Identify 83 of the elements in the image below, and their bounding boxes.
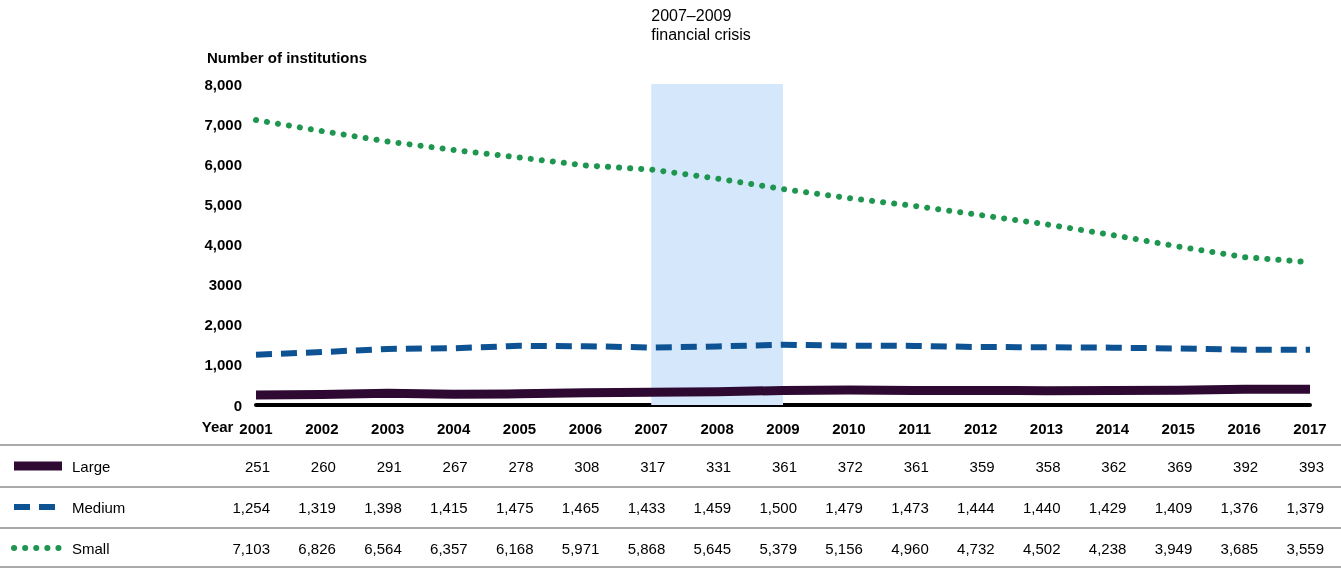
x-axis-title: Year [201, 418, 234, 435]
x-tick-label: 2008 [700, 420, 734, 437]
x-tick-label: 2014 [1095, 420, 1130, 437]
data-label: 1,475 [495, 498, 534, 516]
data-label: 1,440 [1022, 498, 1061, 516]
data-label: 6,168 [495, 539, 534, 557]
data-label: 5,379 [759, 539, 797, 557]
data-label: 308 [574, 457, 600, 475]
data-label: 4,960 [891, 539, 929, 557]
data-label: 1,465 [561, 498, 600, 516]
data-label: 1,376 [1220, 498, 1259, 516]
data-label: 260 [310, 457, 336, 475]
data-label: 1,398 [364, 498, 402, 516]
y-tick-label: 3000 [208, 276, 242, 294]
y-tick-label: 5,000 [204, 195, 242, 213]
data-label: 291 [376, 457, 402, 475]
x-tick-label: 2006 [568, 420, 603, 437]
data-label: 1,429 [1088, 498, 1127, 516]
data-label: 1,415 [430, 498, 468, 516]
x-tick-label: 2003 [371, 420, 405, 437]
data-label: 6,564 [364, 539, 402, 557]
x-tick-label: 2005 [502, 420, 537, 437]
x-tick-label: 2015 [1161, 420, 1195, 437]
x-tick-label: 2013 [1029, 420, 1064, 437]
data-label: 3,685 [1220, 539, 1259, 557]
y-tick-label: 1,000 [204, 356, 242, 374]
x-tick-label: 2009 [766, 420, 800, 437]
data-label: 372 [837, 457, 863, 475]
y-tick-label: 0 [233, 396, 242, 414]
data-label: 1,500 [759, 498, 797, 516]
data-label: 6,826 [298, 539, 336, 557]
x-tick-label: 2016 [1227, 420, 1261, 437]
data-label: 3,559 [1286, 539, 1324, 557]
data-label: 1,444 [957, 498, 995, 516]
x-tick-label: 2011 [898, 420, 932, 437]
data-label: 5,868 [627, 539, 666, 557]
data-label: 5,971 [561, 539, 600, 557]
data-label: 1,459 [693, 498, 732, 516]
data-label: 4,732 [957, 539, 995, 557]
data-label: 3,949 [1154, 539, 1193, 557]
data-label: 1,479 [825, 498, 863, 516]
y-tick-label: 2,000 [204, 316, 242, 334]
data-label: 369 [1167, 457, 1193, 475]
x-tick-label: 2017 [1293, 420, 1327, 437]
data-label: 1,433 [627, 498, 666, 516]
data-label: 4,238 [1088, 539, 1127, 557]
data-label: 7,103 [232, 539, 270, 557]
data-label: 393 [1298, 457, 1324, 475]
data-label: 361 [771, 457, 797, 475]
y-tick-label: 4,000 [204, 236, 242, 253]
data-label: 278 [508, 457, 534, 475]
data-label: 1,254 [232, 498, 270, 516]
x-tick-label: 2002 [305, 420, 339, 437]
x-tick-label: 2010 [832, 420, 866, 437]
data-label: 5,645 [693, 539, 732, 557]
data-label: 358 [1035, 457, 1061, 475]
legend-label: Small [72, 539, 110, 557]
y-tick-label: 6,000 [204, 155, 242, 173]
y-tick-label: 8,000 [204, 75, 242, 93]
data-label: 1,319 [298, 498, 336, 516]
legend-label: Large [72, 457, 111, 475]
legend-label: Medium [72, 498, 126, 516]
x-tick-label: 2001 [239, 420, 273, 437]
y-tick-label: 7,000 [204, 115, 242, 133]
data-label: 331 [706, 457, 732, 475]
data-label: 317 [640, 457, 666, 475]
x-tick-label: 2012 [963, 420, 998, 437]
band-label: 2007–2009 financial crisis [651, 7, 751, 43]
data-label: 392 [1233, 457, 1259, 475]
data-label: 359 [969, 457, 995, 475]
data-label: 1,409 [1154, 498, 1193, 516]
data-label: 1,473 [891, 498, 929, 516]
data-label: 4,502 [1022, 539, 1061, 557]
data-label: 361 [903, 457, 929, 475]
y-axis-title: Number of institutions [207, 49, 367, 66]
x-tick-label: 2004 [436, 420, 471, 437]
data-label: 251 [244, 457, 270, 475]
data-label: 6,357 [430, 539, 468, 557]
data-label: 267 [442, 457, 468, 475]
data-label: 1,379 [1286, 498, 1324, 516]
data-label: 5,156 [825, 539, 863, 557]
x-tick-label: 2007 [634, 420, 668, 437]
data-label: 362 [1101, 457, 1127, 475]
